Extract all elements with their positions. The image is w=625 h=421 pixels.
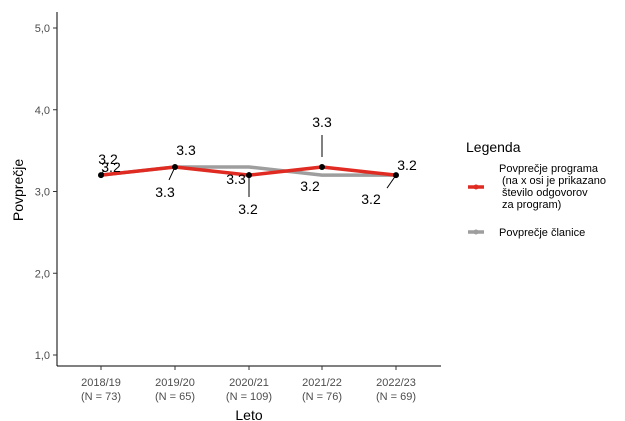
legend-key-point [473, 229, 479, 235]
legend-label: Povprečje programa [499, 163, 599, 175]
x-tick-label: 2021/22 [302, 377, 342, 389]
x-axis-title: Leto [235, 407, 262, 421]
data-label: 3.2 [300, 178, 320, 194]
data-point [393, 172, 399, 179]
y-axis-title: Povprečje [10, 159, 26, 221]
legend-label: Povprečje članice [499, 227, 585, 239]
x-tick-n-label: (N = 109) [226, 391, 272, 403]
data-label: 3.2 [98, 151, 118, 167]
legend-label: za program) [502, 199, 561, 211]
data-label: 3.2 [238, 201, 258, 217]
data-label: 3.2 [397, 157, 417, 173]
legend-key-point [473, 184, 479, 190]
data-label: 3.3 [155, 184, 175, 200]
data-point [246, 172, 252, 179]
y-ticks: 1,0 2,0 3,0 4,0 5,0 [35, 23, 57, 362]
data-labels: 3.23.33.33.33.23.23.33.23.23.2 [98, 114, 417, 217]
legend-label: (na x osi je prikazano [502, 175, 606, 187]
data-label: 3.3 [226, 171, 246, 187]
x-tick-n-label: (N = 65) [155, 391, 195, 403]
x-tick-label: 2019/20 [155, 377, 195, 389]
y-tick-label: 1,0 [35, 350, 50, 362]
legend: Legenda Povprečje programa(na x osi je p… [466, 139, 606, 239]
x-tick-label: 2020/21 [229, 377, 269, 389]
y-tick-label: 5,0 [35, 23, 50, 35]
data-point [98, 172, 104, 179]
x-tick-label: 2022/23 [376, 377, 416, 389]
y-tick-label: 4,0 [35, 105, 50, 117]
data-label: 3.3 [312, 114, 332, 130]
data-label: 3.2 [361, 191, 381, 207]
legend-label: število odgovorov [502, 187, 588, 199]
x-ticks: 2018/19 (N = 73) 2019/20 (N = 65) 2020/21 (N … [81, 366, 416, 403]
x-tick-n-label: (N = 73) [81, 391, 121, 403]
data-label: 3.3 [176, 142, 196, 158]
y-tick-label: 2,0 [35, 268, 50, 280]
data-points [98, 163, 399, 179]
data-label: 3.2 [101, 159, 121, 175]
x-tick-n-label: (N = 76) [302, 391, 342, 403]
x-tick-n-label: (N = 69) [376, 391, 416, 403]
legend-title: Legenda [466, 139, 521, 155]
data-point [319, 163, 325, 170]
data-point [172, 163, 178, 170]
x-tick-label: 2018/19 [81, 377, 121, 389]
y-tick-label: 3,0 [35, 187, 50, 199]
